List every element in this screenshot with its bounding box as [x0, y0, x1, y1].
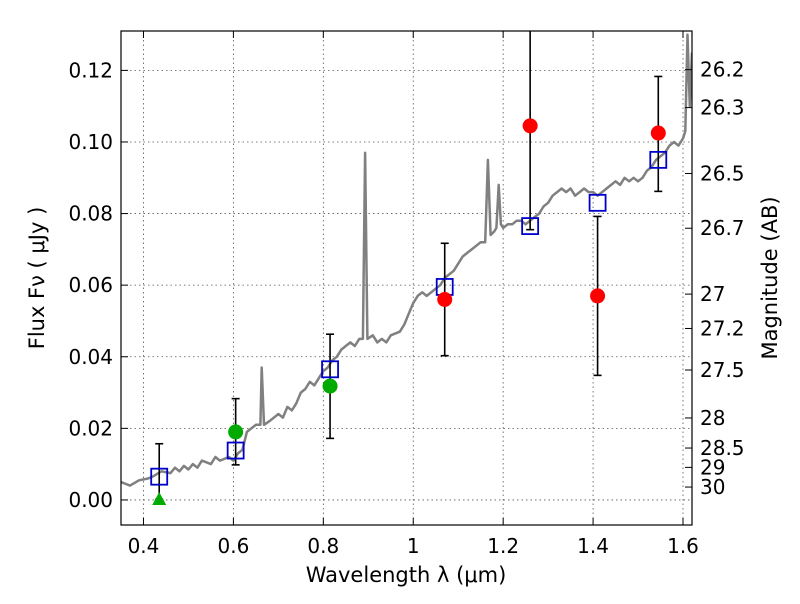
- plot-series: [121, 33, 692, 487]
- y2-tick-label: 26.5: [700, 161, 745, 185]
- x-tick-label: 1.4: [577, 534, 609, 558]
- x-tick-label: 0.8: [307, 534, 339, 558]
- y2-tick-label: 28.5: [700, 436, 745, 460]
- y-tick-label: 0.00: [68, 488, 113, 512]
- y-tick-label: 0.04: [68, 345, 113, 369]
- model-square-marker: [321, 360, 339, 379]
- plot-area: [121, 31, 692, 525]
- y-tick-label: 0.10: [68, 130, 113, 154]
- x-axis-title: Wavelength λ (μm): [306, 563, 507, 587]
- plot-frame: [120, 30, 693, 526]
- model-square-marker: [150, 467, 169, 486]
- model-square-marker: [226, 441, 245, 460]
- y-tick-label: 0.12: [68, 58, 113, 82]
- y2-tick-label: 28: [700, 406, 725, 430]
- y2-tick-label: 27: [700, 282, 725, 306]
- green-triangle-marker: [152, 491, 167, 505]
- green-circle-marker: [322, 378, 338, 394]
- y2-tick-label: 30: [700, 475, 725, 499]
- y-axis-title: Flux Fν ( μJy ): [25, 207, 49, 350]
- x-tick-label: 0.4: [128, 534, 160, 558]
- y2-tick-label: 29: [700, 455, 725, 479]
- red-circle-marker: [522, 118, 538, 134]
- y2-tick-label: 26.7: [700, 216, 745, 240]
- red-circle-marker: [650, 125, 666, 141]
- y-tick-label: 0.06: [68, 273, 113, 297]
- green-circle-marker: [228, 424, 244, 440]
- y-tick-label: 0.08: [68, 202, 113, 226]
- x-tick-label: 0.6: [217, 534, 249, 558]
- grid-lines: [121, 31, 692, 525]
- markers-layer: [150, 31, 668, 505]
- y2-axis-title: Magnitude (AB): [758, 196, 782, 359]
- model-square-marker: [588, 193, 607, 212]
- x-tick-label: 1: [407, 534, 420, 558]
- red-circle-marker: [437, 291, 453, 307]
- x-tick-label: 1.2: [487, 534, 519, 558]
- model-square-marker: [649, 150, 668, 169]
- x-tick-label: 1.6: [667, 534, 699, 558]
- red-circle-marker: [590, 288, 606, 304]
- y2-tick-label: 26.3: [700, 96, 745, 120]
- y2-tick-label: 26.2: [700, 58, 745, 82]
- axis-ticks: 0.4 0.6 0.8 1 1.2 1.4 1.6 0.00 0.02 0.04 0.06 0.08 0…: [68, 31, 745, 558]
- y2-tick-label: 27.5: [700, 358, 745, 382]
- model-square-marker: [521, 217, 540, 235]
- y2-tick-label: 27.2: [700, 316, 745, 340]
- model-spectrum-line: [121, 33, 692, 487]
- y-tick-label: 0.02: [68, 416, 113, 440]
